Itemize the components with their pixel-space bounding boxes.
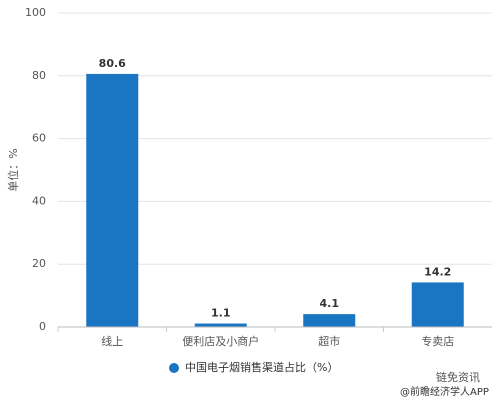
- bar: [411, 282, 464, 327]
- legend-marker: [169, 363, 179, 373]
- footer-source: @前瞻经济学人APP: [400, 385, 489, 398]
- legend-label: 中国电子烟销售渠道占比（%）: [185, 360, 338, 374]
- y-tick-label: 40: [32, 194, 46, 207]
- x-tick-label: 便利店及小商户: [182, 334, 259, 348]
- value-label: 4.1: [320, 297, 340, 310]
- y-tick-label: 60: [32, 132, 46, 145]
- x-tick-label: 专卖店: [421, 334, 454, 348]
- y-tick-label: 80: [32, 69, 46, 82]
- value-label: 14.2: [424, 265, 451, 278]
- value-label: 80.6: [99, 57, 126, 70]
- y-tick-label: 100: [25, 6, 46, 19]
- y-axis-label: 单位：%: [6, 148, 20, 191]
- x-tick-label: 线上: [101, 334, 123, 348]
- value-label: 1.1: [211, 307, 231, 320]
- bar: [303, 314, 356, 327]
- y-tick-label: 0: [39, 320, 46, 333]
- footer-badge: 链免资讯: [436, 370, 480, 384]
- bar: [194, 323, 247, 327]
- y-tick-label: 20: [32, 257, 46, 270]
- bar: [86, 73, 139, 327]
- x-tick-label: 超市: [318, 334, 340, 348]
